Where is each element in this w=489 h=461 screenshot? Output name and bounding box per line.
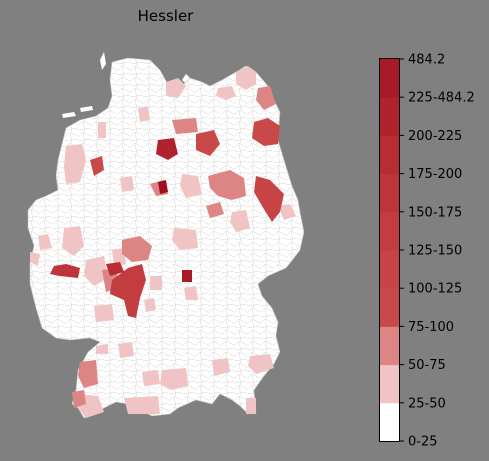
legend-band xyxy=(380,97,400,136)
district-50-75 xyxy=(206,202,224,218)
district-75-100 xyxy=(196,130,220,156)
district-25-50 xyxy=(212,358,230,376)
island xyxy=(62,112,76,118)
legend-color-bar xyxy=(380,59,400,442)
district-75-100 xyxy=(252,118,280,146)
legend-tick-label: 25-50 xyxy=(408,396,446,411)
district-75-100 xyxy=(90,156,104,176)
legend-tick-label: 150-175 xyxy=(408,205,462,220)
district-25-50 xyxy=(184,286,198,300)
district-25-50 xyxy=(120,176,134,192)
district-25-50 xyxy=(236,66,256,90)
legend-band xyxy=(380,173,400,213)
legend-band xyxy=(380,402,400,442)
legend-tick-label: 200-225 xyxy=(408,129,462,144)
map-title: Hessler xyxy=(137,7,194,25)
district-25-50 xyxy=(180,174,202,198)
district-25-50 xyxy=(160,368,188,390)
legend-band xyxy=(380,211,400,251)
district-50-75 xyxy=(122,236,152,262)
island xyxy=(100,52,106,70)
legend-band xyxy=(380,326,400,366)
district-25-50 xyxy=(64,144,86,184)
district-200-225 xyxy=(156,138,178,160)
district-25-50 xyxy=(30,252,40,266)
district-175-200 xyxy=(106,262,124,276)
district-225-484 xyxy=(182,270,192,282)
district-25-50 xyxy=(230,210,250,232)
district-25-50 xyxy=(94,304,114,322)
district-25-50 xyxy=(84,256,108,286)
district-50-75 xyxy=(172,118,198,134)
district-25-50 xyxy=(96,344,108,354)
legend-frame xyxy=(379,58,400,442)
district-50-75 xyxy=(72,390,86,408)
district-25-50 xyxy=(150,276,162,290)
legend-band xyxy=(380,288,400,327)
district-50-75 xyxy=(256,86,276,110)
legend-tick-label: 75-100 xyxy=(408,320,454,335)
island-shapes xyxy=(62,52,190,118)
district-150-175 xyxy=(50,264,80,278)
legend-band xyxy=(380,364,400,404)
district-484 xyxy=(158,180,168,194)
district-50-75 xyxy=(78,360,98,388)
legend-tick-label: 225-484.2 xyxy=(408,91,475,106)
district-100-125 xyxy=(254,176,284,222)
legend-tick-label: 0-25 xyxy=(408,435,438,450)
district-25-50 xyxy=(144,298,156,312)
legend-tick-label: 100-125 xyxy=(408,282,462,297)
district-25-50 xyxy=(142,370,160,386)
district-25-50 xyxy=(138,106,150,122)
legend-tick-label: 125-150 xyxy=(408,244,462,259)
legend-tick-label: 175-200 xyxy=(408,167,462,182)
district-25-50 xyxy=(248,354,274,374)
district-25-50 xyxy=(118,342,134,358)
district-25-50 xyxy=(62,226,84,256)
district-25-50 xyxy=(278,204,296,220)
district-25-50 xyxy=(172,228,198,250)
district-25-50 xyxy=(216,86,236,100)
district-50-75 xyxy=(208,170,246,200)
legend-band xyxy=(380,250,400,289)
island xyxy=(80,106,93,112)
legend-tick-label: 484.2 xyxy=(408,53,445,68)
district-25-50 xyxy=(166,78,186,98)
district-borders xyxy=(28,58,304,418)
legend-tick-label: 50-75 xyxy=(408,358,446,373)
legend-band xyxy=(380,59,400,98)
island xyxy=(182,74,190,84)
legend-band xyxy=(380,135,400,175)
district-25-50 xyxy=(38,234,52,250)
district-25-50 xyxy=(246,398,256,414)
legend-ticks: 0-25 25-50 50-75 75-100 100-125 125-150 150-17… xyxy=(400,53,475,450)
district-125-150 xyxy=(110,264,146,318)
district-25-50 xyxy=(98,122,106,138)
district-25-50 xyxy=(124,396,160,414)
